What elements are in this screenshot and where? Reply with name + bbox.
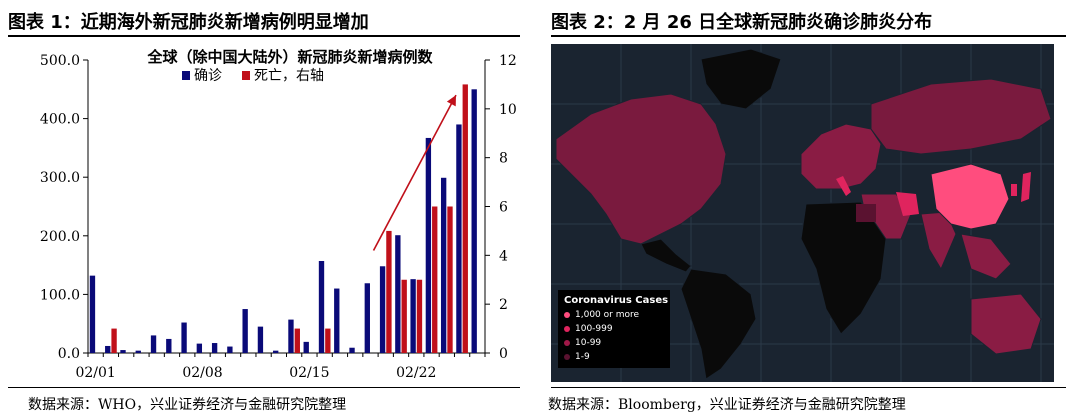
- map-legend-label: 1-9: [575, 352, 590, 362]
- europe-shape: [800, 123, 882, 190]
- panel1-title: 图表 1：近期海外新冠肺炎新增病例明显增加: [8, 12, 369, 33]
- north-america-shape: [555, 93, 727, 245]
- trend-arrow: [372, 94, 457, 251]
- bar-confirmed: [349, 347, 355, 353]
- x-tick-label: 02/15: [289, 365, 329, 381]
- bar-confirmed: [257, 326, 264, 353]
- panel1-title-rule: [8, 35, 520, 37]
- panel2-source: 数据来源：Bloomberg，兴业证券经济与金融研究院整理: [548, 397, 906, 413]
- bar-deaths: [386, 230, 392, 353]
- y-left-tick-label: 100.0: [40, 287, 80, 303]
- bar-confirmed: [471, 89, 477, 354]
- map-legend-label: 1,000 or more: [575, 310, 640, 320]
- y-right-tick-label: 12: [499, 53, 517, 69]
- bar-confirmed: [181, 322, 187, 353]
- bar-deaths: [447, 206, 453, 353]
- legend-swatch-confirmed: [182, 71, 190, 80]
- x-tick-label: 02/22: [396, 365, 436, 381]
- y-left-tick-label: 200.0: [40, 229, 80, 245]
- panel2-title-rule: [551, 35, 1066, 37]
- legend-dot-icon: [564, 312, 570, 318]
- korea-shape: [1011, 184, 1017, 196]
- australia-shape: [970, 293, 1042, 355]
- bar-confirmed: [395, 235, 401, 353]
- japan-shape: [1021, 172, 1031, 202]
- map-legend: Coronavirus Cases 1,000 or more 100-999 …: [558, 290, 670, 368]
- russia-shape: [870, 78, 1052, 155]
- bar-deaths: [416, 279, 423, 353]
- y-left-tick-label: 0.0: [58, 346, 80, 362]
- panel1-source-rule: [8, 387, 520, 388]
- bar-confirmed: [89, 275, 96, 353]
- map-legend-item: 10-99: [564, 337, 601, 349]
- y-right-tick-label: 2: [499, 297, 508, 313]
- bar-confirmed: [334, 288, 340, 353]
- bar-confirmed: [105, 345, 111, 353]
- y-left-tick-label: 500.0: [40, 53, 80, 69]
- map-legend-item: 1-9: [564, 351, 590, 363]
- map-legend-label: 100-999: [575, 324, 613, 334]
- y-right-tick-label: 8: [499, 151, 508, 167]
- map-legend-item: 1,000 or more: [564, 309, 639, 321]
- bar-confirmed: [120, 350, 126, 353]
- bar-deaths: [294, 328, 300, 353]
- bar-confirmed: [288, 319, 294, 353]
- panel1-source: 数据来源：WHO，兴业证券经济与金融研究院整理: [28, 397, 347, 413]
- chart1: 0.0 100.0 200.0 300.0 400.0 500.0 0 2 4 6 8 10 12 02/…: [40, 48, 517, 381]
- bar-confirmed: [425, 137, 432, 353]
- bar-confirmed: [242, 309, 248, 353]
- y-left-tick-label: 300.0: [40, 170, 80, 186]
- china-shape: [930, 163, 1010, 230]
- chart-legend: 确诊 死亡，右轴: [182, 68, 324, 84]
- y-right-tick-label: 0: [499, 346, 508, 362]
- y-right-tick-label: 10: [499, 102, 517, 118]
- bar-deaths: [111, 328, 117, 353]
- bar-confirmed: [135, 350, 141, 353]
- bar-confirmed: [303, 341, 309, 353]
- legend-dot-icon: [564, 354, 570, 360]
- map-legend-label: 10-99: [575, 338, 602, 348]
- x-tick-label: 02/08: [182, 365, 222, 381]
- bar-confirmed: [150, 335, 157, 353]
- y-left-tick-label: 400.0: [40, 112, 80, 128]
- legend-swatch-deaths: [242, 71, 250, 80]
- trend-arrow-head-icon: [446, 95, 456, 107]
- bar-confirmed: [196, 343, 203, 353]
- bar-confirmed: [227, 346, 233, 353]
- chart-title: 全球（除中国大陆外）新冠肺炎新增病例数: [146, 48, 433, 66]
- egypt-shape: [856, 204, 876, 222]
- southeast-asia-shape: [960, 233, 1012, 280]
- central-america-shape: [640, 238, 692, 273]
- map-legend-item: 100-999: [564, 323, 613, 335]
- south-america-shape: [680, 268, 757, 380]
- bar-deaths: [462, 84, 468, 353]
- bar-confirmed: [273, 350, 279, 353]
- x-tick-label: 02/01: [75, 365, 115, 381]
- bar-confirmed: [456, 124, 462, 354]
- bar-confirmed: [364, 283, 370, 353]
- y-right-tick-label: 6: [499, 200, 508, 216]
- y-right-tick-label: 4: [499, 248, 508, 264]
- bar-confirmed: [166, 338, 172, 353]
- bar-deaths: [325, 328, 331, 353]
- bar-confirmed: [318, 260, 325, 353]
- panel2-source-rule: [551, 387, 1066, 388]
- bar-deaths: [401, 279, 407, 353]
- trend-arrow-line: [372, 94, 457, 251]
- bar-confirmed: [379, 266, 386, 353]
- greenland-shape: [700, 48, 782, 110]
- panel2-title: 图表 2：2 月 26 日全球新冠肺炎确诊肺炎分布: [551, 12, 933, 33]
- legend-dot-icon: [564, 326, 570, 332]
- world-map-drawing: [551, 44, 1054, 382]
- legend-label-deaths: 死亡，右轴: [254, 68, 324, 84]
- bar-confirmed: [211, 343, 218, 353]
- bar-deaths: [432, 206, 438, 353]
- bar-confirmed: [410, 279, 416, 353]
- bar-confirmed: [440, 177, 447, 353]
- map-legend-title: Coronavirus Cases: [564, 295, 669, 306]
- italy-shape: [836, 176, 851, 196]
- legend-dot-icon: [564, 340, 570, 346]
- iran-shape: [896, 192, 919, 216]
- legend-label-confirmed: 确诊: [194, 68, 222, 84]
